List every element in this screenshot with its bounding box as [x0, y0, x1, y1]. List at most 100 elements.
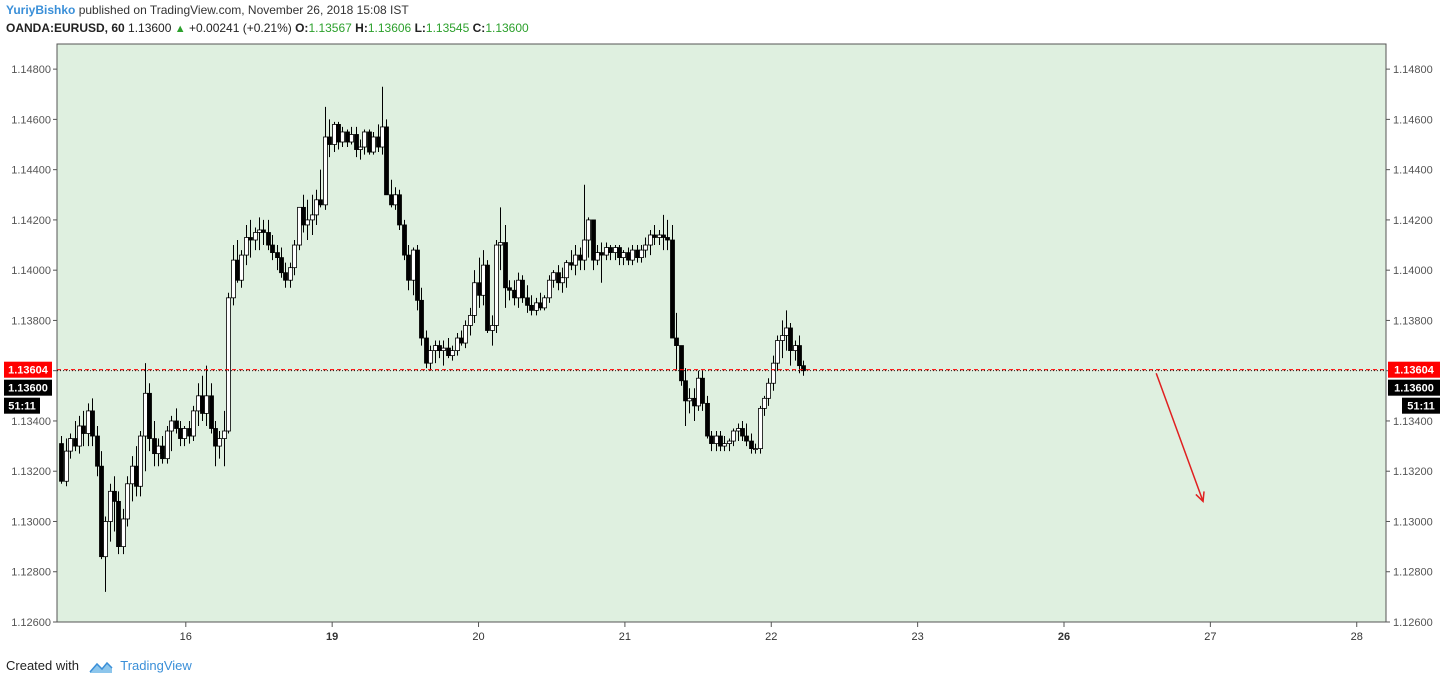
candle-body: [397, 194, 402, 226]
candle-body: [503, 242, 508, 289]
high-label: H:: [355, 21, 368, 35]
candle-body: [762, 397, 767, 409]
y-tick-label-right: 1.14600: [1393, 114, 1433, 126]
candle-body: [371, 136, 376, 153]
candle-body: [424, 337, 429, 364]
candle-body: [784, 327, 789, 336]
candle-body: [477, 282, 482, 296]
candle-body: [305, 219, 310, 226]
y-tick-label-left: 1.13000: [11, 516, 51, 528]
candle-body: [354, 134, 359, 150]
candle-body: [687, 397, 692, 402]
candle-body: [314, 199, 319, 216]
candle-body: [257, 229, 262, 233]
candle-body: [700, 377, 705, 404]
candle-body: [744, 435, 749, 442]
x-tick-label: 21: [619, 631, 631, 643]
up-arrow-icon: ▲: [174, 23, 186, 35]
candle-body: [389, 194, 394, 206]
x-tick-label: 26: [1058, 631, 1070, 643]
right-price-axis: 1.12600 1.12800 1.13000 1.13200 1.13400 1.136…: [1386, 64, 1433, 629]
candle-body: [490, 325, 495, 331]
price-tag-red-left-bg: [4, 361, 52, 378]
candle-body: [727, 440, 732, 444]
plot-area[interactable]: [56, 43, 1387, 623]
tradingview-link[interactable]: TradingView: [120, 658, 192, 673]
price-tag-black-right: 1.13600: [1388, 379, 1440, 396]
candle-body: [736, 428, 741, 432]
candle-body: [665, 237, 670, 241]
candle-body: [178, 428, 183, 439]
candle-body: [459, 337, 464, 344]
candle-body: [90, 410, 95, 437]
author-link[interactable]: YuriyBishko: [6, 3, 76, 17]
symbol-label: OANDA:EURUSD, 60: [6, 21, 125, 35]
candle-body: [367, 131, 372, 153]
candle-body: [538, 302, 543, 309]
candle-body: [569, 262, 574, 266]
candle-body: [472, 282, 477, 316]
candle-body: [604, 247, 609, 256]
candle-body: [455, 337, 460, 351]
candle-body: [485, 264, 490, 331]
candle-body: [174, 420, 179, 429]
price-tag-red-right: 1.13604: [1388, 361, 1440, 378]
candle-body: [573, 254, 578, 266]
countdown-timer-right-text: 51:11: [1407, 401, 1435, 413]
price-tag-red-left-text: 1.13604: [8, 365, 49, 377]
candle-body: [608, 247, 613, 253]
y-tick-label-left: 1.14000: [11, 265, 51, 277]
candles-group: [59, 86, 806, 592]
candle-body: [380, 126, 385, 148]
candle-body: [217, 438, 222, 447]
y-tick-label-right: 1.14400: [1393, 165, 1433, 177]
candle-body: [248, 237, 253, 241]
candle-body: [652, 234, 657, 238]
y-tick-label-right: 1.13400: [1393, 416, 1433, 428]
candle-body: [722, 443, 727, 447]
candle-body: [130, 465, 135, 485]
countdown-timer-left-bg: [4, 397, 40, 414]
candle-body: [639, 249, 644, 259]
candle-body: [340, 131, 345, 143]
candle-body: [244, 237, 249, 256]
candle-body: [582, 239, 587, 261]
y-tick-label-left: 1.14400: [11, 165, 51, 177]
candle-body: [758, 407, 763, 449]
candle-body: [376, 136, 381, 148]
ohlc-legend: OANDA:EURUSD, 60 1.13600 ▲ +0.00241 (+0.…: [6, 21, 529, 35]
candle-body: [266, 232, 271, 246]
candle-body: [419, 299, 424, 339]
candle-body: [332, 124, 337, 145]
x-tick-label: 16: [180, 631, 192, 643]
candle-body: [674, 337, 679, 346]
candle-body: [529, 304, 534, 311]
candle-body: [68, 438, 73, 452]
candle-body: [657, 234, 662, 238]
candle-body: [433, 345, 438, 351]
price-change: +0.00241 (+0.21%): [189, 21, 292, 35]
candle-body: [591, 219, 596, 261]
candle-body: [564, 262, 569, 279]
candle-body: [288, 267, 293, 281]
candle-body: [428, 350, 433, 364]
candle-body: [393, 194, 398, 206]
candle-body: [138, 435, 143, 487]
candle-body: [323, 136, 328, 206]
candle-body: [775, 340, 780, 364]
y-tick-label-right: 1.13000: [1393, 516, 1433, 528]
y-tick-label-left: 1.13800: [11, 315, 51, 327]
candle-body: [125, 483, 130, 520]
candle-body: [507, 287, 512, 291]
candle-body: [468, 315, 473, 326]
candle-body: [253, 232, 258, 241]
x-tick-label: 27: [1204, 631, 1216, 643]
candle-body: [437, 345, 442, 351]
candle-body: [740, 428, 745, 437]
y-tick-label-right: 1.14800: [1393, 64, 1433, 76]
candle-body: [498, 242, 503, 246]
candle-body: [116, 500, 121, 548]
candle-body: [613, 247, 618, 253]
candle-body: [226, 297, 231, 432]
